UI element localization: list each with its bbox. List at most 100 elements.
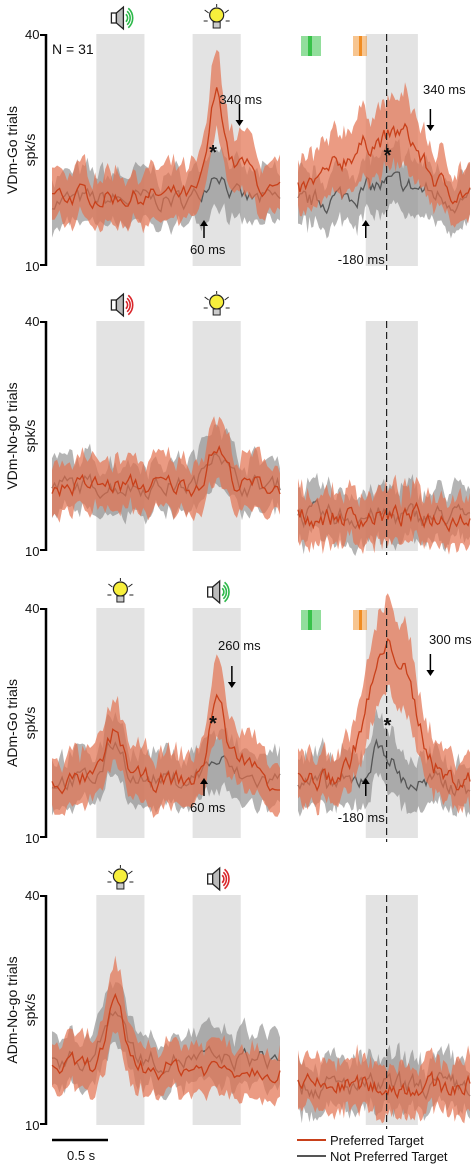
bulb-ray bbox=[128, 583, 133, 588]
latency-arrow-head bbox=[426, 125, 435, 131]
n-count-label: N = 31 bbox=[52, 41, 94, 57]
bulb-base bbox=[212, 308, 221, 316]
preferred-band-right bbox=[298, 1044, 470, 1124]
lightbulb-icon bbox=[203, 291, 230, 316]
latency-label: 340 ms bbox=[219, 92, 262, 107]
event-bar-orange-center bbox=[359, 36, 362, 56]
preferred-band-left bbox=[52, 654, 280, 818]
sound-wave bbox=[221, 587, 225, 597]
sound-wave bbox=[221, 874, 225, 884]
speaker-cone bbox=[115, 5, 125, 31]
latency-label: 340 ms bbox=[423, 82, 466, 97]
chart-row-4: 40 10 ADm-No-go trials spk/s bbox=[4, 865, 471, 1133]
preferred-trace-right bbox=[297, 122, 471, 205]
y-tick-label-bottom: 10 bbox=[25, 831, 39, 846]
sound-wave bbox=[223, 581, 230, 603]
latency-arrow-head bbox=[200, 778, 208, 784]
legend-label-preferred: Preferred Target bbox=[330, 1133, 424, 1148]
preferred-trace-left bbox=[51, 445, 281, 498]
row-label: ADm-No-go trials bbox=[4, 956, 20, 1063]
stimulus-window-1 bbox=[96, 321, 145, 551]
y-tick-label-top: 40 bbox=[25, 601, 39, 616]
latency-label: 60 ms bbox=[190, 800, 226, 815]
preferred-band-left bbox=[52, 955, 280, 1107]
chart-row-3: 40 10 ADm-Go trials spk/s 260 ms 60 ms * 300 ms… bbox=[4, 578, 472, 846]
chart-row-1: 40 10 VDm-Go trials spk/s 340 ms 60 ms * 340 ms… bbox=[4, 4, 471, 274]
preferred-band-right bbox=[298, 82, 470, 228]
speaker-nogo-icon bbox=[207, 866, 230, 892]
speaker-box bbox=[110, 299, 118, 311]
sound-wave bbox=[125, 13, 129, 23]
preferred-trace-left bbox=[51, 87, 281, 210]
bulb-glass bbox=[209, 7, 225, 23]
bulb-glass bbox=[209, 294, 225, 310]
speaker-nogo-icon bbox=[110, 292, 134, 318]
preferred-trace-left bbox=[51, 693, 280, 795]
y-tick-label-bottom: 10 bbox=[25, 1118, 39, 1133]
lightbulb-icon bbox=[203, 4, 230, 29]
event-bar-green-center bbox=[308, 36, 312, 56]
speaker-go-icon bbox=[110, 5, 134, 31]
significance-asterisk: * bbox=[209, 142, 217, 164]
speaker-box bbox=[207, 873, 214, 885]
latency-arrow-head bbox=[200, 220, 208, 226]
y-tick-label-top: 40 bbox=[25, 314, 39, 329]
latency-label: -180 ms bbox=[338, 810, 385, 825]
speaker-box bbox=[110, 12, 118, 24]
latency-arrow-head bbox=[227, 682, 236, 688]
legend: Preferred Target Not Preferred Target bbox=[297, 1133, 448, 1164]
y-axis-label: spk/s bbox=[22, 707, 38, 740]
latency-label: 260 ms bbox=[218, 638, 261, 653]
y-axis-label: spk/s bbox=[22, 994, 38, 1027]
significance-asterisk: * bbox=[384, 145, 392, 167]
preferred-trace-right bbox=[297, 1070, 471, 1100]
row-label: VDm-No-go trials bbox=[4, 382, 20, 489]
y-axis-label: spk/s bbox=[22, 134, 38, 167]
latency-arrow-head bbox=[235, 120, 244, 126]
latency-arrow-head bbox=[361, 220, 370, 226]
chart-row-2: 40 10 VDm-No-go trials spk/s bbox=[4, 291, 471, 559]
y-axis-label: spk/s bbox=[22, 420, 38, 453]
sound-wave bbox=[127, 7, 134, 29]
sound-wave bbox=[127, 294, 134, 316]
y-tick-label-top: 40 bbox=[25, 888, 39, 903]
speaker-cone bbox=[212, 579, 221, 605]
bulb-ray bbox=[224, 9, 229, 14]
preferred-band-left bbox=[52, 49, 280, 234]
preferred-trace-right bbox=[297, 637, 471, 792]
speaker-cone bbox=[115, 292, 125, 318]
speaker-box bbox=[207, 586, 214, 598]
y-tick-label-top: 40 bbox=[25, 27, 39, 42]
latency-label: 300 ms bbox=[429, 632, 472, 647]
bulb-glass bbox=[112, 868, 129, 884]
row-label: ADm-Go trials bbox=[4, 679, 20, 767]
bulb-glass bbox=[112, 581, 129, 597]
sound-wave bbox=[222, 871, 228, 887]
legend-label-not-preferred: Not Preferred Target bbox=[330, 1149, 448, 1164]
sound-wave bbox=[223, 868, 230, 890]
bulb-ray bbox=[128, 870, 133, 875]
sound-wave bbox=[126, 10, 131, 26]
preferred-band-right bbox=[298, 593, 470, 816]
bulb-base bbox=[212, 21, 221, 29]
bulb-ray bbox=[204, 9, 209, 14]
speaker-cone bbox=[212, 866, 221, 892]
y-tick-label-bottom: 10 bbox=[25, 259, 39, 274]
preferred-band-left bbox=[52, 416, 280, 523]
bulb-ray bbox=[204, 296, 209, 301]
latency-label: 60 ms bbox=[190, 242, 226, 257]
significance-asterisk: * bbox=[384, 715, 392, 737]
event-bar-green-center bbox=[308, 610, 312, 630]
speaker-go-icon bbox=[207, 579, 230, 605]
lightbulb-icon bbox=[107, 578, 134, 603]
bulb-base bbox=[116, 882, 125, 890]
bulb-ray bbox=[108, 870, 113, 875]
significance-asterisk: * bbox=[209, 713, 217, 735]
latency-arrow-head bbox=[426, 670, 435, 676]
row-label: VDm-Go trials bbox=[4, 106, 20, 194]
preferred-trace-right bbox=[297, 501, 471, 533]
latency-arrow-head bbox=[361, 778, 370, 784]
bulb-ray bbox=[224, 296, 229, 301]
preferred-trace-left bbox=[51, 992, 281, 1084]
